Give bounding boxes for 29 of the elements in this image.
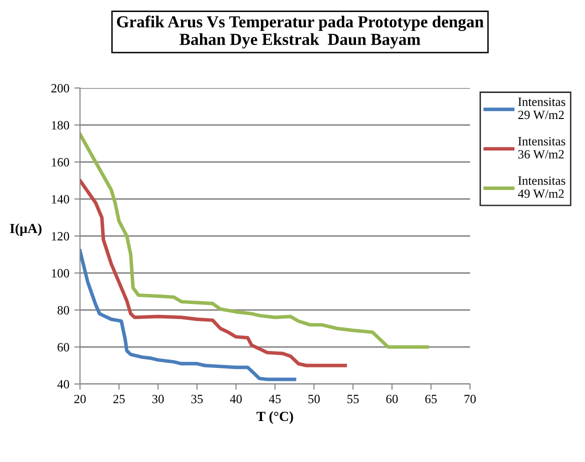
- x-tick-label: 70: [464, 394, 476, 404]
- x-tick-label: 55: [347, 394, 359, 404]
- y-tick-label: 120: [52, 232, 70, 240]
- line-series: [80, 178, 347, 368]
- y-tick-label: 60: [58, 343, 70, 352]
- x-tick-label: 35: [191, 394, 203, 404]
- y-tick-label: 100: [52, 269, 70, 278]
- x-tick-label: 50: [308, 394, 320, 404]
- y-tick-label: 160: [52, 158, 70, 166]
- x-tick-label: 40: [230, 394, 242, 404]
- legend-label: Intensitas 29 W/m2: [518, 98, 566, 120]
- legend-label: Intensitas 36 W/m2: [518, 137, 566, 159]
- x-tick-label: 30: [152, 394, 164, 404]
- y-tick-label: 200: [51, 84, 70, 92]
- chart-title: Grafik Arus Vs Temperatur pada Prototype dengan Bahan Dye Ekstrak Daun Bayam: [116, 16, 484, 48]
- x-axis-title: T (°C): [256, 411, 294, 424]
- y-tick-label: 40: [57, 380, 70, 388]
- x-tick-label: 25: [113, 394, 125, 404]
- y-tick-label: 180: [52, 121, 70, 130]
- x-tick-label: 45: [268, 394, 281, 404]
- y-axis-title: I(μA): [10, 223, 42, 236]
- line-series: [80, 132, 429, 349]
- y-tick-label: 80: [58, 306, 70, 314]
- x-tick-label: 20: [74, 394, 86, 404]
- legend-label: Intensitas 49 W/m2: [518, 176, 566, 198]
- y-tick-label: 140: [52, 195, 70, 204]
- line-series: [80, 249, 296, 382]
- x-tick-label: 65: [425, 394, 437, 404]
- x-tick-label: 60: [386, 394, 398, 404]
